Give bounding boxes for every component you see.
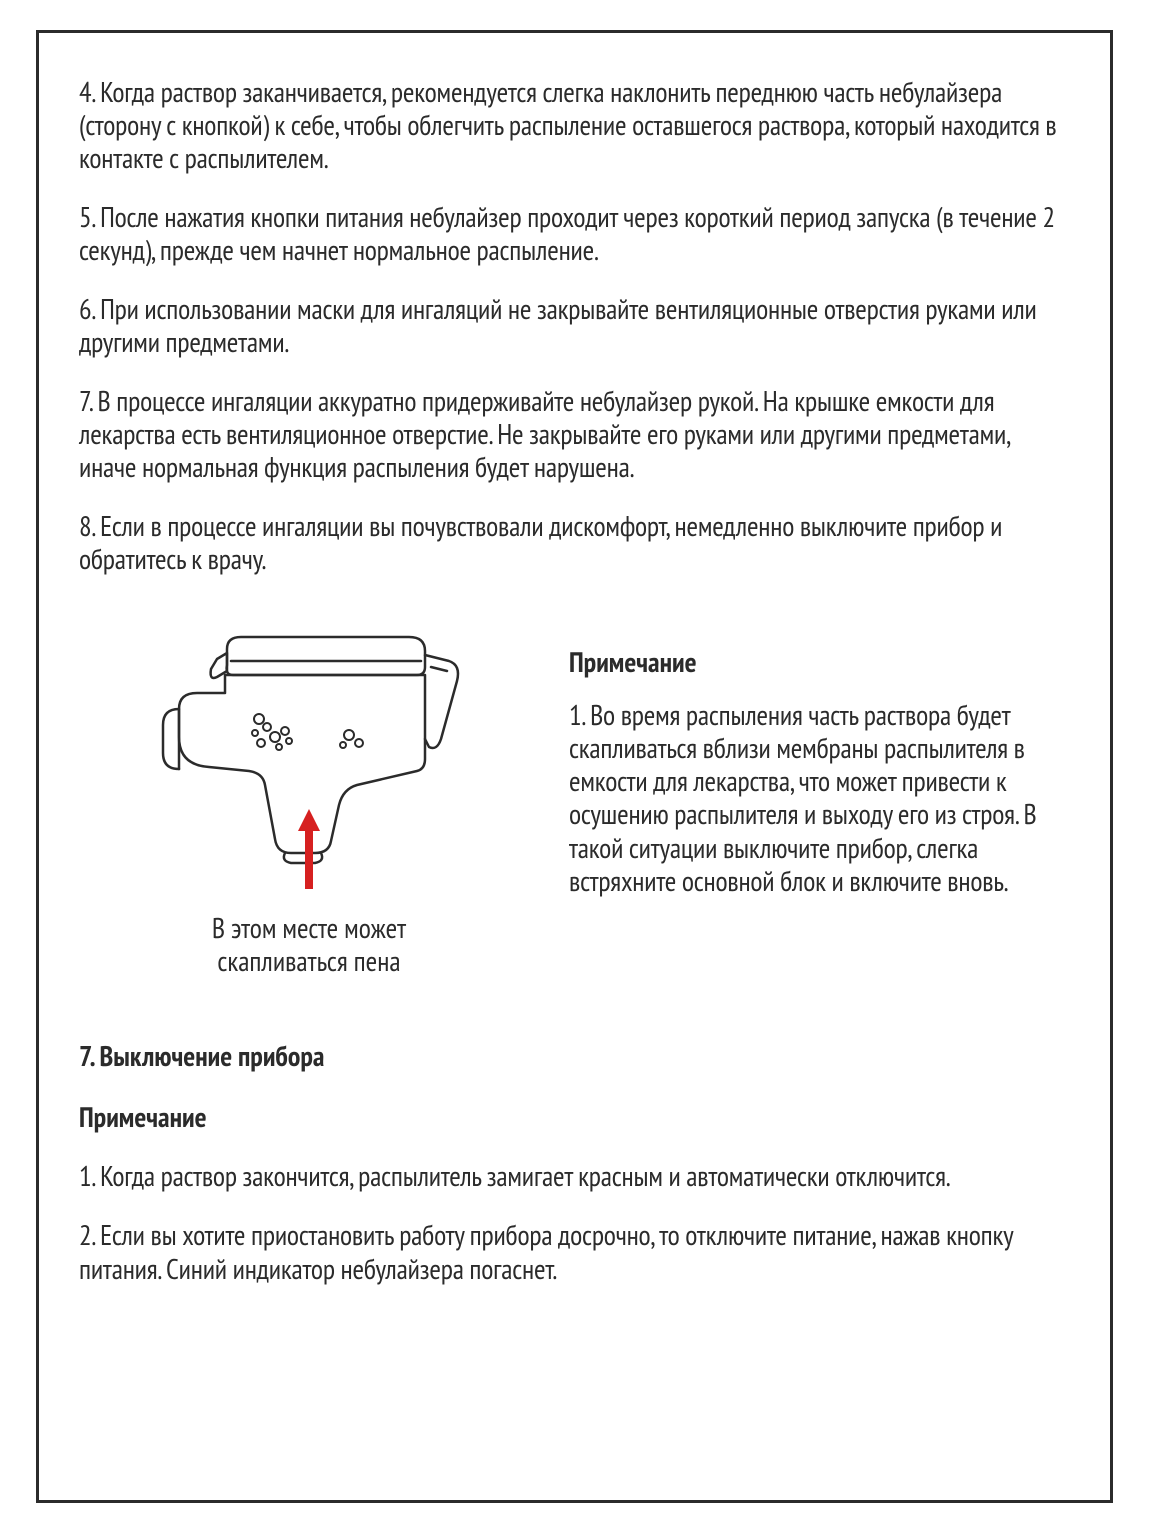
instruction-4: 4. Когда раствор заканчивается, рекоменд… xyxy=(79,75,1070,174)
diagram-note-row: В этом месте можетскапливаться пена Прим… xyxy=(79,609,1070,977)
arrow-icon xyxy=(298,809,320,889)
nebulizer-diagram xyxy=(109,609,509,909)
note-title: Примечание xyxy=(569,643,1070,680)
instruction-8: 8. Если в процессе ингаляции вы почувств… xyxy=(79,509,1070,575)
instruction-7: 7. В процессе ингаляции аккуратно придер… xyxy=(79,384,1070,483)
section-7-note-title: Примечание xyxy=(79,1098,1070,1135)
page: 4. Когда раствор заканчивается, рекоменд… xyxy=(0,0,1149,1533)
section-7-p2: 2. Если вы хотите приостановить работу п… xyxy=(79,1218,1070,1284)
note-paragraph-1: 1. Во время распыления часть раствора бу… xyxy=(569,698,1070,896)
instruction-6: 6. При использовании маски для ингаляций… xyxy=(79,292,1070,358)
diagram-column: В этом месте можетскапливаться пена xyxy=(79,609,539,977)
diagram-caption: В этом месте можетскапливаться пена xyxy=(212,911,406,977)
note-column: Примечание 1. Во время распыления часть … xyxy=(569,609,1070,896)
section-7-p1: 1. Когда раствор закончится, распылитель… xyxy=(79,1159,1070,1192)
instruction-5: 5. После нажатия кнопки питания небулайз… xyxy=(79,200,1070,266)
section-7-title: 7. Выключение прибора xyxy=(79,1037,1070,1074)
content-frame: 4. Когда раствор заканчивается, рекоменд… xyxy=(36,30,1113,1503)
